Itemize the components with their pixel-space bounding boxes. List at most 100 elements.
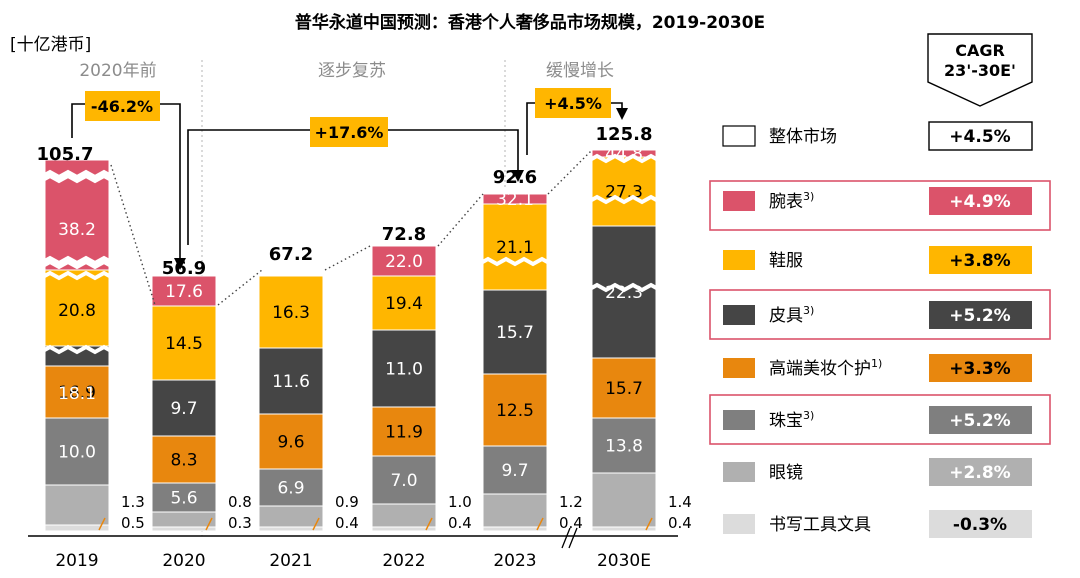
segment-marker <box>205 517 213 531</box>
data-label: 6.9 <box>277 479 304 499</box>
bar-segment <box>482 445 548 495</box>
segment-marker <box>98 517 106 531</box>
growth-arrow <box>187 129 519 245</box>
period-label: 逐步复苏 <box>318 61 386 81</box>
data-label: 12.5 <box>496 401 534 421</box>
unit-label: [十亿港币] <box>10 35 91 55</box>
data-label: 15.7 <box>496 323 534 343</box>
arrowhead <box>174 258 186 270</box>
total-label: 67.2 <box>269 244 313 265</box>
total-label: 125.8 <box>596 124 653 145</box>
axis-break <box>587 194 661 205</box>
period-label: 2020年前 <box>79 61 156 81</box>
data-label: 9.7 <box>170 399 197 419</box>
small-data-label: 0.4 <box>448 514 472 532</box>
data-label: 17.6 <box>165 282 203 302</box>
data-label: 9.6 <box>277 433 304 453</box>
data-label: 22.3 <box>605 283 643 303</box>
small-data-label: 0.4 <box>559 514 583 532</box>
legend-label: 皮具3) <box>769 304 814 326</box>
data-label: 5.6 <box>170 489 197 509</box>
legend-highlight <box>709 394 1051 445</box>
segment-marker <box>312 517 320 531</box>
legend-label: 高端美妆个护1) <box>769 357 882 379</box>
bar-segment <box>258 468 324 507</box>
growth-box <box>535 88 611 118</box>
x-tick-label: 2020 <box>162 551 205 571</box>
legend-swatch <box>722 125 756 147</box>
cagr-box <box>928 121 1033 151</box>
small-data-label: 1.3 <box>121 493 145 511</box>
data-label: 16.9 <box>58 383 96 403</box>
data-label: 22.0 <box>385 252 423 272</box>
data-label: 38.2 <box>58 220 96 240</box>
total-label: 105.7 <box>37 144 94 165</box>
cagr-header: 23'-30E' <box>944 61 1016 80</box>
bar-segment <box>371 245 437 277</box>
cagr-value: +4.5% <box>949 127 1010 147</box>
bar-segment <box>151 482 217 513</box>
data-label: 20.8 <box>58 301 96 321</box>
bar-segment <box>482 193 548 205</box>
arrowhead <box>512 170 524 182</box>
legend-label: 珠宝3) <box>769 409 814 431</box>
small-data-label: 1.4 <box>668 493 692 511</box>
bar-segment <box>591 472 657 528</box>
legend-label: 腕表3) <box>769 190 814 212</box>
x-tick-label: 2030E <box>597 551 651 571</box>
trend-dotted-line <box>324 245 371 271</box>
cagr-header: CAGR <box>955 41 1005 60</box>
axis-break <box>40 270 114 281</box>
data-label: 7.0 <box>390 471 417 491</box>
trend-dotted-line <box>217 269 263 306</box>
bar-segment <box>591 417 657 474</box>
data-label: 18.1 <box>58 384 96 404</box>
data-label: 14.5 <box>165 334 203 354</box>
cagr-box <box>929 458 1032 486</box>
small-data-label: 0.3 <box>228 514 252 532</box>
legend-label: 眼镜 <box>769 463 803 483</box>
bar-segment <box>44 365 110 419</box>
bar-segment <box>151 305 217 381</box>
arrowhead <box>616 108 628 120</box>
cagr-box <box>929 354 1032 382</box>
data-label: 11.6 <box>272 372 310 392</box>
chart-title: 普华永道中国预测：香港个人奢侈品市场规模，2019-2030E <box>295 12 765 33</box>
bar-segment <box>371 406 437 457</box>
total-label: 56.9 <box>162 258 206 279</box>
cagr-box <box>929 406 1032 434</box>
data-label: 11.9 <box>385 423 423 443</box>
small-data-label: 0.4 <box>335 514 359 532</box>
data-label: 9.7 <box>501 461 528 481</box>
cagr-value: +3.3% <box>949 359 1010 379</box>
legend-swatch <box>723 462 755 482</box>
x-tick-label: 2019 <box>55 551 98 571</box>
trend-dotted-line <box>547 149 593 195</box>
bar-segment <box>482 203 548 291</box>
data-label: 10.0 <box>58 443 96 463</box>
data-label: 44.8 <box>605 145 643 165</box>
cagr-header-box <box>927 33 1033 107</box>
growth-label: +4.5% <box>544 94 602 113</box>
growth-label: +17.6% <box>315 123 384 142</box>
cagr-box <box>929 510 1032 538</box>
data-label: 15.7 <box>605 379 643 399</box>
trend-dotted-line <box>437 193 484 247</box>
total-label: 92.6 <box>493 167 537 188</box>
legend-swatch <box>723 191 755 211</box>
bar-segment <box>151 379 217 437</box>
segment-marker <box>536 517 544 531</box>
legend-label: 整体市场 <box>769 127 837 147</box>
axis-break <box>587 153 661 164</box>
bar-segment <box>44 484 110 526</box>
cagr-value: +3.8% <box>949 251 1010 271</box>
bar-segment <box>151 275 217 307</box>
data-label: 16.3 <box>272 303 310 323</box>
small-data-label: 0.9 <box>335 493 359 511</box>
legend-swatch <box>723 305 755 325</box>
cagr-box <box>929 187 1032 215</box>
bar-segment <box>371 275 437 331</box>
axis-break <box>587 282 661 293</box>
bar-segment <box>371 503 437 528</box>
axis-break-mark <box>568 527 578 549</box>
